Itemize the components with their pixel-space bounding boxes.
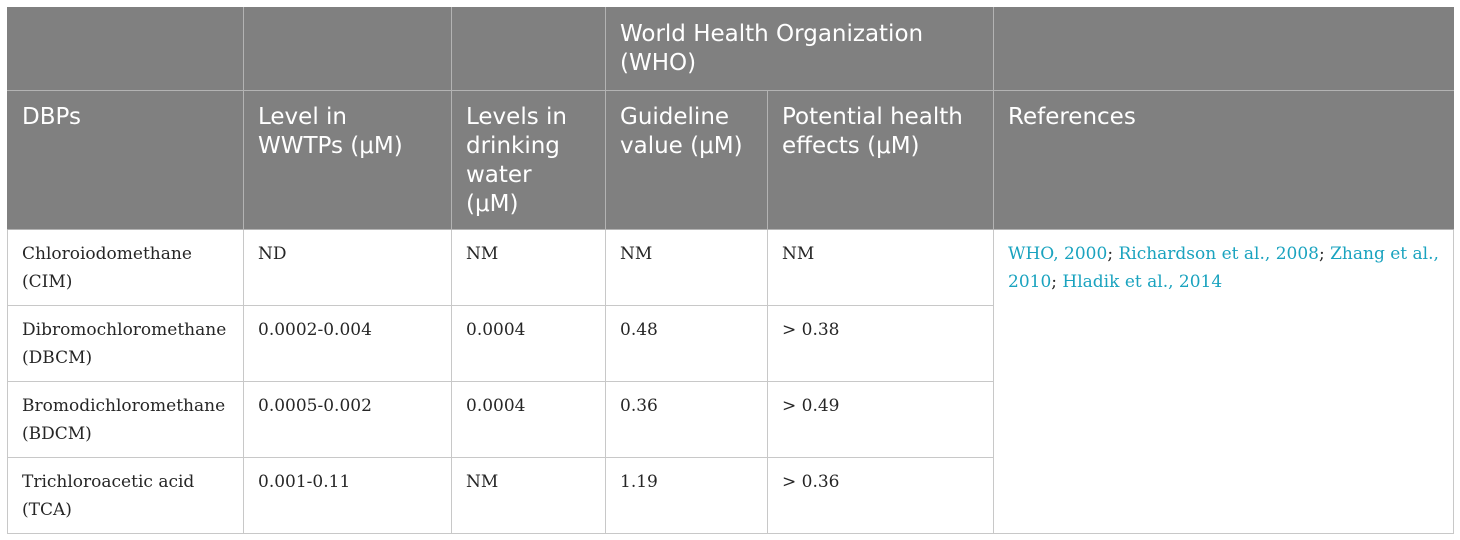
reference-separator: ; bbox=[1051, 272, 1063, 292]
cell-effects: > 0.36 bbox=[767, 457, 994, 534]
reference-link-richardson-2008[interactable]: Richardson et al., 2008 bbox=[1118, 244, 1319, 264]
cell-guideline: 1.19 bbox=[605, 457, 768, 534]
cell-drinking: NM bbox=[451, 229, 606, 306]
dbp-table-container: World Health Organization (WHO) DBPs Lev… bbox=[7, 7, 1454, 534]
cell-effects: > 0.38 bbox=[767, 305, 994, 382]
cell-drinking: 0.0004 bbox=[451, 381, 606, 458]
cell-dbp: Bromodichloromethane (BDCM) bbox=[7, 381, 244, 458]
reference-link-zhang-2010[interactable]: Zhang et al., 2010 bbox=[1008, 244, 1439, 292]
table-row: Dibromochloromethane (DBCM) 0.0002-0.004… bbox=[7, 305, 1454, 382]
cell-guideline: 0.36 bbox=[605, 381, 768, 458]
cell-guideline: 0.48 bbox=[605, 305, 768, 382]
cell-dbp: Trichloroacetic acid (TCA) bbox=[7, 457, 244, 534]
header-empty-2 bbox=[243, 7, 452, 91]
cell-drinking: 0.0004 bbox=[451, 305, 606, 382]
cell-wwtp: 0.0005-0.002 bbox=[243, 381, 452, 458]
cell-dbp: Dibromochloromethane (DBCM) bbox=[7, 305, 244, 382]
table-row: Bromodichloromethane (BDCM) 0.0005-0.002… bbox=[7, 381, 1454, 458]
cell-wwtp: 0.001-0.11 bbox=[243, 457, 452, 534]
header-empty-3 bbox=[451, 7, 606, 91]
dbp-table: World Health Organization (WHO) DBPs Lev… bbox=[7, 7, 1454, 534]
table-row: Trichloroacetic acid (TCA) 0.001-0.11 NM… bbox=[7, 457, 1454, 534]
column-header-wwtp-level: Level in WWTPs (μM) bbox=[243, 90, 452, 230]
column-header-guideline: Guideline value (μM) bbox=[605, 90, 768, 230]
reference-separator: ; bbox=[1318, 244, 1331, 264]
cell-drinking: NM bbox=[451, 457, 606, 534]
header-row-columns: DBPs Level in WWTPs (μM) Levels in drink… bbox=[7, 90, 1454, 230]
cell-dbp: Chloroiodomethane (CIM) bbox=[7, 229, 244, 306]
reference-separator: ; bbox=[1107, 244, 1119, 264]
table-row: Chloroiodomethane (CIM) ND NM NM NM WHO,… bbox=[7, 229, 1454, 534]
cell-guideline: NM bbox=[605, 229, 768, 306]
column-header-references: References bbox=[993, 90, 1454, 230]
header-empty-6 bbox=[993, 7, 1454, 91]
reference-link-hladik-2014[interactable]: Hladik et al., 2014 bbox=[1062, 272, 1223, 292]
header-who-group: World Health Organization (WHO) bbox=[605, 7, 994, 91]
cell-wwtp: ND bbox=[243, 229, 452, 306]
column-header-dbps: DBPs bbox=[7, 90, 244, 230]
header-empty-1 bbox=[7, 7, 244, 91]
cell-effects: > 0.49 bbox=[767, 381, 994, 458]
cell-effects: NM bbox=[767, 229, 994, 306]
column-header-drinking-water: Levels in drinking water (μM) bbox=[451, 90, 606, 230]
cell-wwtp: 0.0002-0.004 bbox=[243, 305, 452, 382]
header-row-group: World Health Organization (WHO) bbox=[7, 7, 1454, 91]
cell-references: WHO, 2000; Richardson et al., 2008; Zhan… bbox=[993, 229, 1454, 534]
column-header-health-effects: Potential health effects (μM) bbox=[767, 90, 994, 230]
reference-link-who-2000[interactable]: WHO, 2000 bbox=[1008, 244, 1108, 264]
